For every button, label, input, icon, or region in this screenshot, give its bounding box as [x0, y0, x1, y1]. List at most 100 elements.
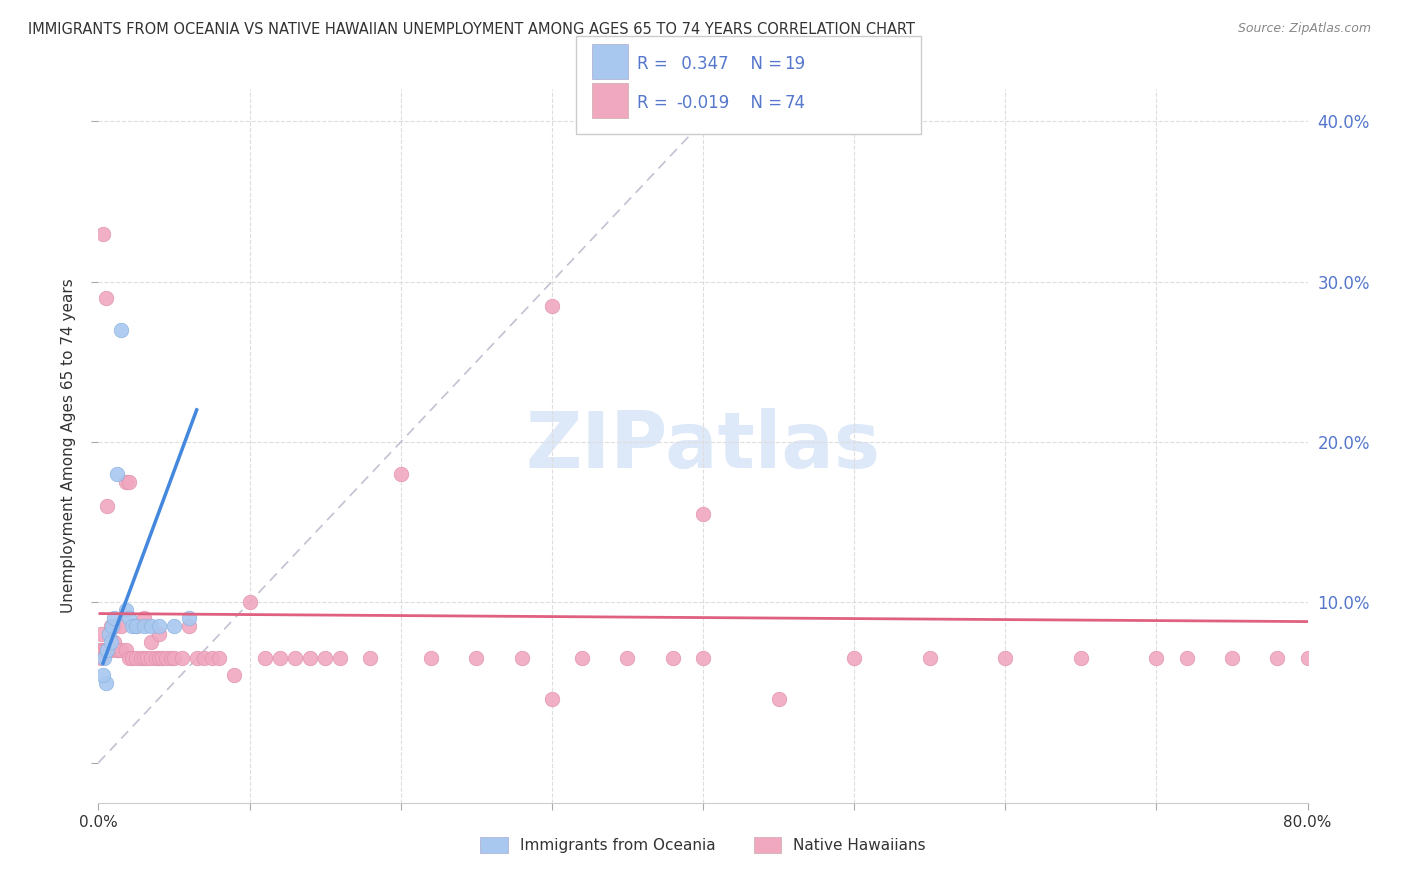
Point [1144, 651, 1167, 665]
Point [1267, 651, 1289, 665]
Point [329, 651, 352, 665]
Point [148, 619, 170, 633]
Point [163, 651, 186, 665]
Point [616, 651, 638, 665]
Point [193, 651, 215, 665]
Point [114, 475, 136, 489]
Point [150, 651, 173, 665]
Point [125, 619, 148, 633]
Point [239, 595, 262, 609]
Point [163, 619, 186, 633]
Point [141, 619, 163, 633]
Point [94, 675, 117, 690]
Point [179, 611, 201, 625]
Point [510, 651, 533, 665]
Point [360, 651, 382, 665]
Point [132, 619, 155, 633]
Text: R =: R = [637, 55, 673, 73]
Point [284, 651, 307, 665]
Point [103, 635, 125, 649]
Point [844, 651, 866, 665]
Point [107, 643, 129, 657]
Text: IMMIGRANTS FROM OCEANIA VS NATIVE HAWAIIAN UNEMPLOYMENT AMONG AGES 65 TO 74 YEAR: IMMIGRANTS FROM OCEANIA VS NATIVE HAWAII… [28, 22, 915, 37]
Point [132, 651, 155, 665]
Point [160, 651, 183, 665]
Point [121, 619, 143, 633]
Point [100, 635, 122, 649]
Point [224, 667, 246, 681]
Point [420, 651, 443, 665]
Point [389, 467, 412, 481]
Point [148, 651, 170, 665]
Point [299, 651, 322, 665]
Point [100, 643, 122, 657]
Point [1070, 651, 1092, 665]
Point [253, 651, 276, 665]
Point [201, 651, 224, 665]
Point [179, 619, 201, 633]
Text: 74: 74 [785, 94, 806, 112]
Point [96, 643, 118, 657]
Point [114, 603, 136, 617]
Point [918, 651, 941, 665]
Text: 0.347: 0.347 [676, 55, 728, 73]
Point [540, 299, 562, 313]
Point [96, 499, 118, 513]
Point [103, 611, 125, 625]
Point [1296, 651, 1319, 665]
Point [465, 651, 488, 665]
Point [89, 643, 111, 657]
Point [91, 227, 114, 241]
Point [90, 627, 112, 641]
Point [105, 467, 128, 481]
Point [148, 627, 170, 641]
Point [132, 611, 155, 625]
Point [114, 643, 136, 657]
Point [269, 651, 291, 665]
Point [103, 619, 125, 633]
Point [155, 651, 177, 665]
Point [135, 651, 157, 665]
Point [94, 291, 117, 305]
Point [90, 651, 112, 665]
Point [93, 651, 115, 665]
Point [121, 651, 143, 665]
Point [110, 323, 132, 337]
Point [145, 651, 167, 665]
Point [692, 507, 714, 521]
Point [91, 643, 114, 657]
Legend: Immigrants from Oceania, Native Hawaiians: Immigrants from Oceania, Native Hawaiian… [474, 831, 932, 859]
Point [94, 643, 117, 657]
Point [118, 475, 141, 489]
Point [186, 651, 208, 665]
Text: N =: N = [740, 94, 787, 112]
Point [768, 691, 790, 706]
Text: -0.019: -0.019 [676, 94, 730, 112]
Point [100, 619, 122, 633]
Point [994, 651, 1017, 665]
Point [110, 643, 132, 657]
Point [571, 651, 593, 665]
Point [1175, 651, 1198, 665]
Text: N =: N = [740, 55, 787, 73]
Point [118, 651, 141, 665]
Point [141, 635, 163, 649]
Point [105, 643, 128, 657]
Point [129, 651, 152, 665]
Point [93, 643, 115, 657]
Point [101, 619, 124, 633]
Text: ZIPatlas: ZIPatlas [526, 408, 880, 484]
Point [208, 651, 231, 665]
Point [661, 651, 683, 665]
Point [314, 651, 336, 665]
Point [91, 667, 114, 681]
Point [110, 619, 132, 633]
Point [170, 651, 193, 665]
Point [118, 611, 141, 625]
Point [540, 691, 562, 706]
Point [98, 643, 121, 657]
Y-axis label: Unemployment Among Ages 65 to 74 years: Unemployment Among Ages 65 to 74 years [60, 278, 76, 614]
Text: Source: ZipAtlas.com: Source: ZipAtlas.com [1237, 22, 1371, 36]
Text: R =: R = [637, 94, 673, 112]
Point [141, 651, 163, 665]
